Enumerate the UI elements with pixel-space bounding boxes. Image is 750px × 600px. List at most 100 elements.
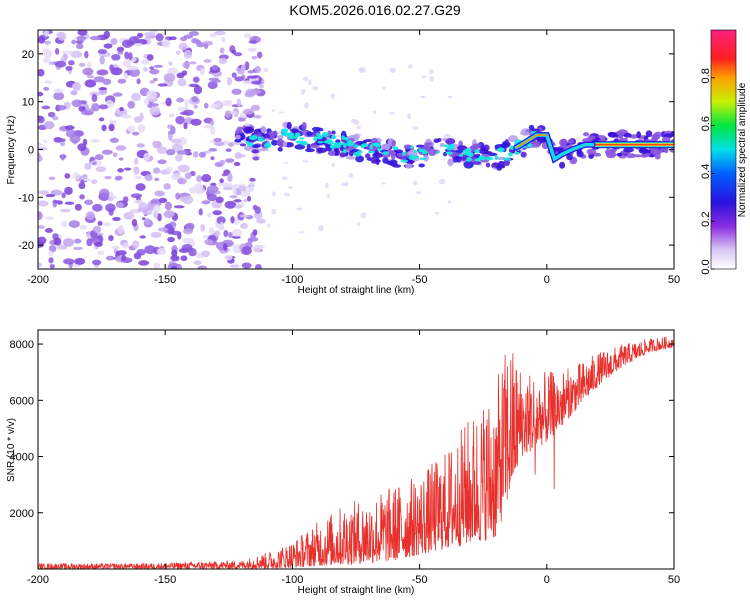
noise-blob [149, 106, 161, 116]
noise-blob [92, 203, 103, 212]
track-blob [497, 160, 505, 168]
track-blob-bright [361, 143, 369, 148]
noise-blob [95, 232, 104, 236]
noise-blob [407, 113, 412, 120]
noise-blob [131, 208, 139, 213]
noise-blob [248, 40, 257, 44]
noise-blob [47, 111, 56, 118]
noise-blob [193, 85, 203, 95]
noise-blob [203, 59, 212, 63]
noise-blob [415, 191, 422, 194]
noise-blob [219, 159, 226, 165]
noise-blob [112, 92, 123, 97]
noise-blob [203, 124, 214, 129]
noise-blob [49, 264, 55, 269]
noise-blob [249, 89, 262, 95]
track-blob-bright [514, 151, 520, 155]
noise-blob [133, 166, 140, 175]
noise-blob [234, 76, 245, 82]
noise-blob [215, 196, 224, 204]
snr-frame [37, 329, 675, 570]
noise-blob [188, 61, 197, 65]
track-blob-bright [294, 136, 298, 140]
noise-blob [239, 214, 250, 218]
noise-blob [256, 218, 267, 224]
track-blob-bright [526, 143, 533, 148]
spectrogram-y-axis-title: Frequency (Hz) [6, 116, 17, 185]
noise-blob [136, 143, 145, 148]
snr-y-ticks: 2000 4000 6000 8000 [10, 339, 674, 520]
noise-blob [434, 211, 440, 215]
noise-blob [98, 87, 108, 91]
track-blob [444, 138, 456, 145]
noise-blob [57, 138, 66, 142]
track-blob [382, 157, 389, 164]
noise-blob [360, 212, 367, 219]
noise-blob [42, 57, 51, 63]
track-blob [455, 149, 464, 153]
noise-blob [153, 262, 161, 269]
noise-blob [48, 250, 54, 256]
signal-segment-core [515, 134, 547, 149]
track-blob-bright [497, 147, 505, 153]
noise-blob [183, 49, 193, 59]
noise-blob [253, 114, 262, 119]
noise-blob [170, 254, 180, 262]
noise-blob [75, 43, 84, 50]
noise-blob [114, 175, 123, 181]
noise-blob [247, 195, 252, 202]
noise-blob [163, 183, 171, 190]
noise-blob [87, 61, 92, 70]
noise-blob [164, 201, 172, 211]
track-blob-bright [300, 140, 308, 146]
noise-blob [161, 39, 171, 48]
noise-blob [152, 167, 161, 174]
noise-blob [234, 204, 243, 209]
noise-blob [272, 191, 276, 197]
spectrogram-y-tick-label: 0 [28, 145, 34, 157]
spectrogram-x-tick-label: -200 [27, 274, 49, 286]
track-blob [447, 158, 454, 167]
noise-blob [192, 76, 200, 83]
snr-y-tick-label: 4000 [10, 452, 34, 464]
noise-blob [139, 112, 144, 121]
noise-blob [48, 61, 54, 65]
noise-blob [236, 98, 242, 107]
track-blob [245, 128, 251, 133]
noise-blob [38, 236, 47, 245]
noise-blob [42, 48, 49, 52]
track-blob [645, 130, 653, 138]
track-blob [463, 160, 474, 169]
noise-blob [198, 151, 207, 158]
noise-blob [72, 246, 84, 251]
track-blob [393, 149, 404, 154]
noise-blob [211, 79, 222, 83]
snr-x-tick-label: -200 [27, 574, 49, 586]
track-blob [282, 141, 288, 148]
noise-blob [353, 119, 360, 126]
track-blob [345, 156, 356, 160]
noise-blob [266, 223, 271, 228]
noise-blob [180, 255, 188, 262]
noise-blob [38, 211, 43, 221]
noise-blob [122, 242, 130, 249]
track-blob [271, 139, 278, 146]
noise-blob [121, 39, 133, 48]
noise-blob [173, 205, 185, 209]
noise-blob [244, 33, 252, 39]
noise-blob [181, 243, 193, 251]
noise-blob [134, 158, 139, 165]
snr-x-tick-label: 50 [668, 574, 680, 586]
track-blob [418, 163, 425, 168]
noise-blob [71, 99, 83, 108]
noise-blob [43, 139, 48, 144]
spectrogram-x-tick-label: 50 [668, 274, 680, 286]
snr-y-axis-title: SNR (10 * v/v) [6, 418, 17, 482]
noise-blob [225, 158, 235, 163]
noise-blob [219, 178, 224, 184]
track-blob [566, 153, 573, 161]
noise-blob [382, 86, 386, 91]
snr-x-tick-label: -150 [154, 574, 176, 586]
noise-blob [168, 132, 173, 141]
noise-blob [119, 106, 124, 112]
